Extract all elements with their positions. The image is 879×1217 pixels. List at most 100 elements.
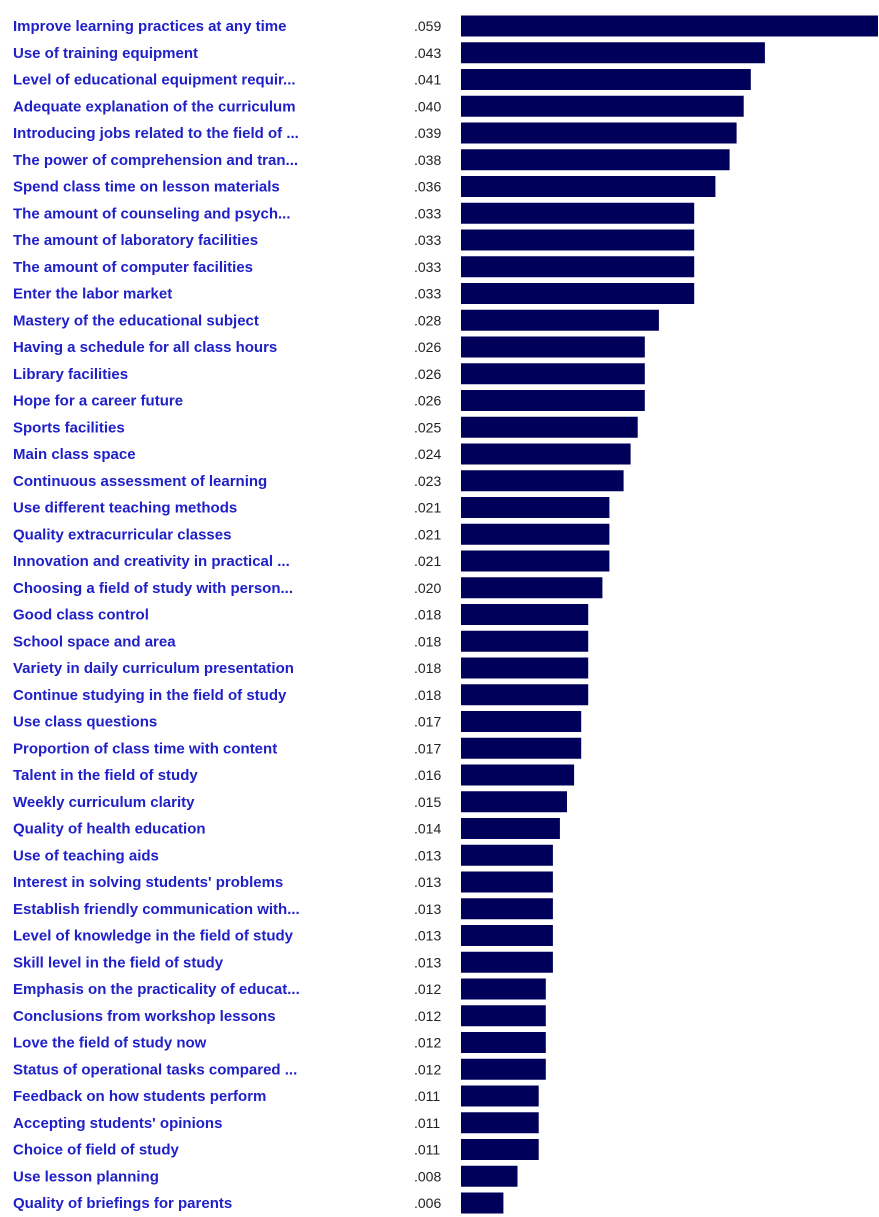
value-label: .013 [414, 928, 441, 944]
bar [461, 1032, 546, 1053]
value-label: .017 [414, 714, 441, 730]
value-label: .033 [414, 259, 441, 275]
category-label: Innovation and creativity in practical .… [13, 553, 290, 570]
bar [461, 202, 695, 224]
bar [461, 951, 553, 973]
value-label: .012 [414, 1061, 441, 1077]
bar [461, 1058, 546, 1080]
category-label: Talent in the field of study [13, 767, 198, 784]
value-label: .011 [414, 1115, 440, 1131]
bar [461, 737, 582, 759]
bar [461, 1192, 504, 1214]
bar [461, 15, 878, 37]
value-label: .008 [414, 1168, 441, 1184]
category-label: Sports facilities [13, 419, 125, 436]
category-label: Interest in solving students' problems [13, 874, 283, 891]
category-label: Main class space [13, 446, 136, 463]
bar [461, 898, 553, 920]
category-label: Enter the labor market [13, 286, 172, 303]
bar [461, 791, 567, 813]
value-label: .038 [414, 152, 441, 168]
bar [461, 764, 575, 786]
category-label: Introducing jobs related to the field of… [13, 125, 299, 142]
value-label: .013 [414, 901, 441, 917]
value-label: .018 [414, 660, 441, 676]
value-label: .021 [414, 500, 441, 516]
value-label: .014 [414, 821, 441, 837]
category-label: Status of operational tasks compared ... [13, 1061, 297, 1078]
category-label: Weekly curriculum clarity [13, 794, 195, 811]
value-label: .013 [414, 954, 441, 970]
value-label: .036 [414, 179, 441, 195]
value-label: .033 [414, 286, 441, 302]
category-label: Continuous assessment of learning [13, 473, 267, 490]
bar [461, 684, 589, 706]
value-label: .043 [414, 45, 441, 61]
category-label: Hope for a career future [13, 393, 183, 410]
bar [461, 523, 610, 545]
bar [461, 176, 716, 197]
bar [461, 42, 765, 64]
value-label: .025 [414, 419, 441, 435]
category-label: The amount of counseling and psych... [13, 205, 291, 222]
bar [461, 497, 610, 518]
bar [461, 309, 659, 331]
bar [461, 577, 603, 599]
category-label: Use of teaching aids [13, 847, 159, 864]
value-label: .041 [414, 72, 441, 88]
value-label: .023 [414, 473, 441, 489]
category-label: School space and area [13, 633, 176, 650]
value-label: .021 [414, 526, 441, 542]
bar [461, 630, 589, 652]
bar [461, 604, 589, 625]
category-label: Quality of briefings for parents [13, 1195, 232, 1212]
value-label: .040 [414, 98, 441, 114]
category-label: Use different teaching methods [13, 500, 237, 517]
value-label: .012 [414, 1035, 441, 1051]
bar [461, 1005, 546, 1027]
value-label: .033 [414, 205, 441, 221]
bar [461, 925, 553, 946]
category-label: The power of comprehension and tran... [13, 152, 298, 169]
category-label: Variety in daily curriculum presentation [13, 660, 294, 677]
category-label: The amount of computer facilities [13, 259, 253, 276]
value-label: .024 [414, 446, 441, 462]
bar [461, 122, 737, 144]
category-label: Library facilities [13, 366, 128, 383]
category-label: Mastery of the educational subject [13, 312, 259, 329]
category-label: Use of training equipment [13, 45, 198, 62]
category-label: Spend class time on lesson materials [13, 179, 280, 196]
bar [461, 1085, 539, 1107]
category-label: Quality extracurricular classes [13, 526, 231, 543]
category-label: Accepting students' opinions [13, 1115, 222, 1132]
value-label: .018 [414, 633, 441, 649]
value-label: .020 [414, 580, 441, 596]
value-label: .013 [414, 874, 441, 890]
category-label: Conclusions from workshop lessons [13, 1008, 276, 1025]
value-label: .028 [414, 312, 441, 328]
value-label: .026 [414, 393, 441, 409]
bar [461, 69, 751, 90]
value-label: .059 [414, 18, 441, 34]
category-label: Good class control [13, 607, 149, 624]
bar [461, 818, 560, 839]
value-label: .021 [414, 553, 441, 569]
value-label: .006 [414, 1195, 441, 1211]
bar [461, 978, 546, 1000]
category-label: Continue studying in the field of study [13, 687, 287, 704]
bar [461, 470, 624, 492]
category-label: The amount of laboratory facilities [13, 232, 258, 249]
value-label: .013 [414, 847, 441, 863]
category-label: Level of educational equipment requir... [13, 72, 296, 89]
value-label: .026 [414, 339, 441, 355]
value-label: .012 [414, 981, 441, 997]
category-label: Choosing a field of study with person... [13, 580, 293, 597]
category-label: Use lesson planning [13, 1168, 159, 1185]
bar [461, 844, 553, 866]
bar [461, 711, 582, 732]
value-label: .018 [414, 687, 441, 703]
value-label: .011 [414, 1088, 440, 1104]
bar [461, 95, 744, 117]
bar [461, 871, 553, 893]
